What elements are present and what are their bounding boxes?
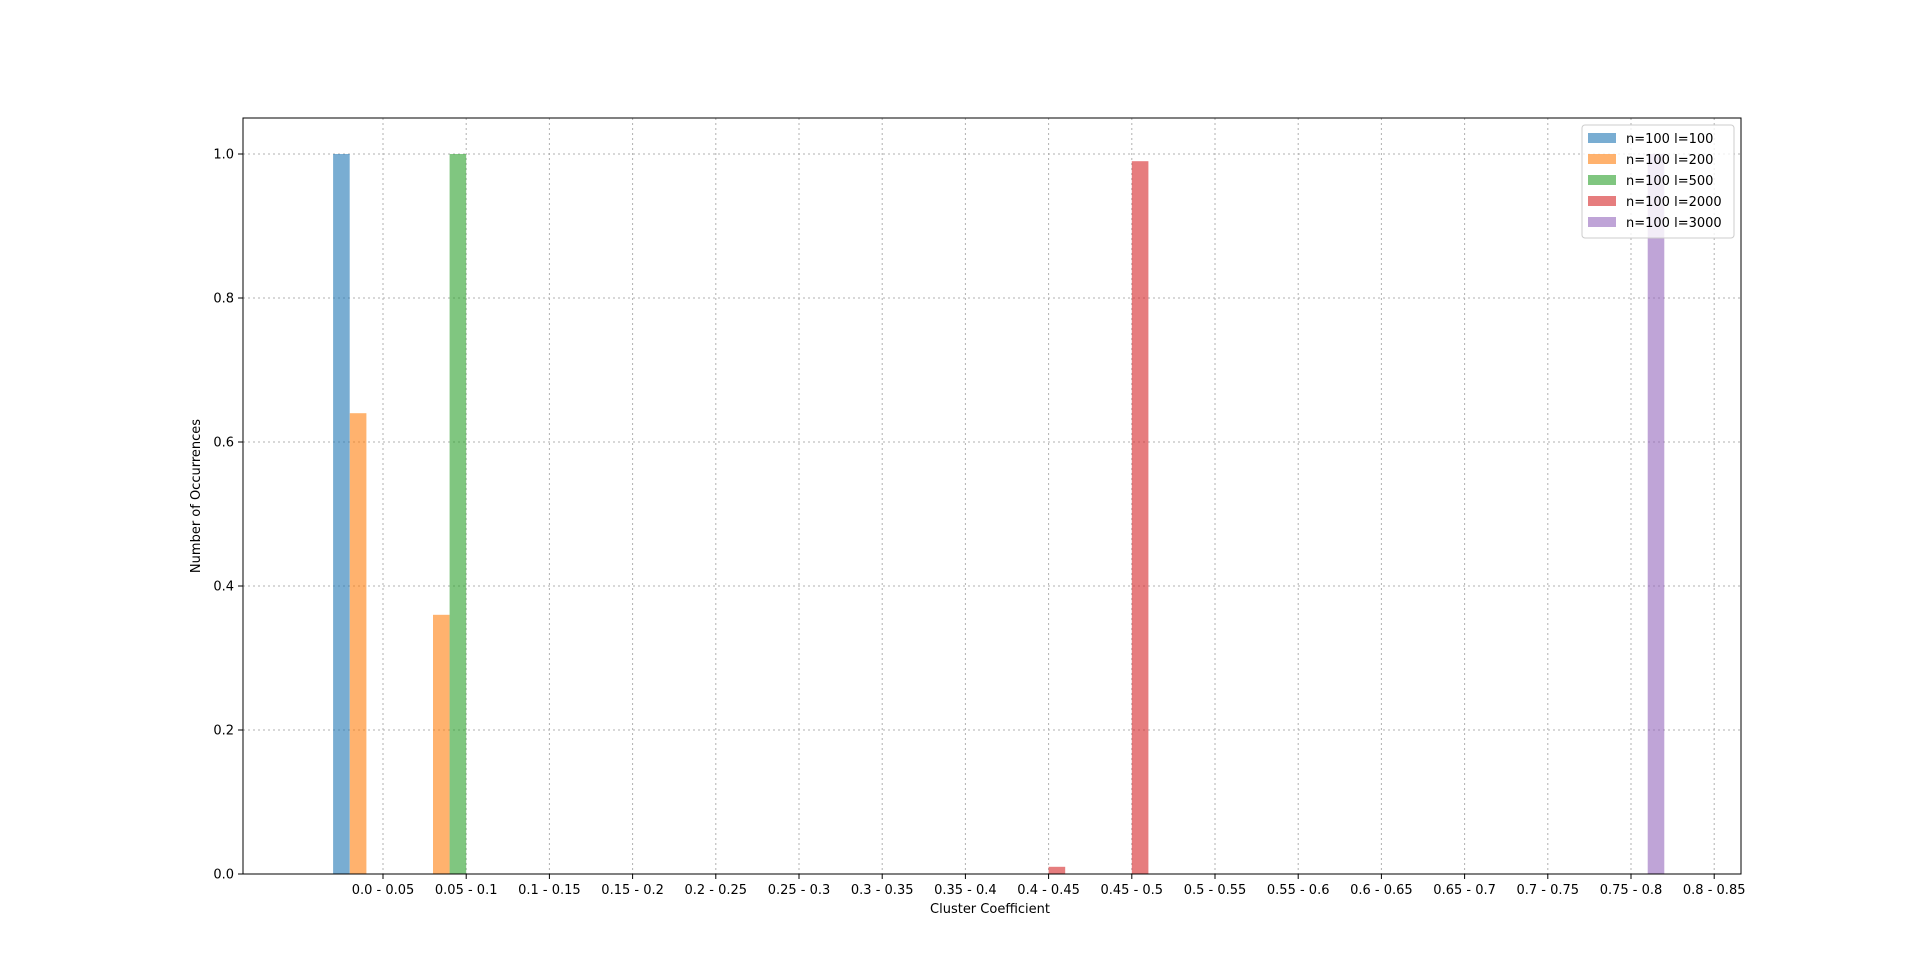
bar — [1131, 161, 1149, 874]
x-axis-label: Cluster Coefficient — [930, 902, 1050, 917]
x-tick-label: 0.4 - 0.45 — [1017, 883, 1080, 898]
x-axis: 0.0 - 0.05 0.05 - 0.1 0.1 - 0.15 0.15 - 0.2… — [352, 874, 1746, 898]
legend-swatch — [1588, 175, 1616, 185]
legend-box — [1581, 124, 1735, 239]
x-tick-label: 0.5 - 0.55 — [1184, 883, 1247, 898]
legend: n=100 l=100 n=100 l=200 n=100 l=500 n=100 l… — [1581, 124, 1735, 239]
bars — [333, 154, 1665, 874]
bar — [349, 413, 367, 874]
legend-swatch — [1588, 154, 1616, 164]
y-tick-label: 0.8 — [213, 292, 234, 307]
x-tick-label: 0.05 - 0.1 — [435, 883, 498, 898]
x-tick-label: 0.25 - 0.3 — [768, 883, 831, 898]
legend-label: n=100 l=500 — [1626, 174, 1713, 189]
legend-swatch — [1588, 196, 1616, 206]
x-tick-label: 0.55 - 0.6 — [1267, 883, 1330, 898]
x-tick-label: 0.3 - 0.35 — [851, 883, 914, 898]
x-tick-label: 0.65 - 0.7 — [1433, 883, 1496, 898]
legend-label: n=100 l=3000 — [1626, 216, 1722, 231]
bar — [433, 614, 450, 874]
x-tick-label: 0.0 - 0.05 — [352, 883, 415, 898]
y-tick-label: 1.0 — [213, 148, 234, 163]
y-axis-label: Number of Occurrences — [189, 419, 204, 573]
x-tick-label: 0.15 - 0.2 — [601, 883, 664, 898]
bar — [1647, 154, 1665, 874]
y-tick-label: 0.2 — [213, 724, 234, 739]
x-tick-label: 0.6 - 0.65 — [1350, 883, 1413, 898]
bar — [1048, 866, 1066, 874]
grid-lines — [243, 118, 1741, 875]
x-tick-label: 0.2 - 0.25 — [685, 883, 748, 898]
legend-swatch — [1588, 133, 1616, 143]
y-tick-label: 0.4 — [213, 580, 234, 595]
legend-label: n=100 l=200 — [1626, 153, 1713, 168]
x-tick-label: 0.7 - 0.75 — [1517, 883, 1580, 898]
x-tick-label: 0.45 - 0.5 — [1101, 883, 1164, 898]
y-axis: 0.0 0.2 0.4 0.6 0.8 1.0 — [213, 148, 243, 883]
x-tick-label: 0.75 - 0.8 — [1600, 883, 1663, 898]
legend-label: n=100 l=100 — [1626, 132, 1713, 147]
x-tick-label: 0.1 - 0.15 — [518, 883, 581, 898]
bar — [449, 154, 467, 874]
y-tick-label: 0.6 — [213, 436, 234, 451]
legend-swatch — [1588, 217, 1616, 227]
bar — [333, 154, 350, 874]
x-tick-label: 0.8 - 0.85 — [1683, 883, 1746, 898]
x-tick-label: 0.35 - 0.4 — [934, 883, 997, 898]
y-tick-label: 0.0 — [213, 868, 234, 883]
plot-area-frame — [242, 117, 1742, 875]
legend-label: n=100 l=2000 — [1626, 195, 1722, 210]
